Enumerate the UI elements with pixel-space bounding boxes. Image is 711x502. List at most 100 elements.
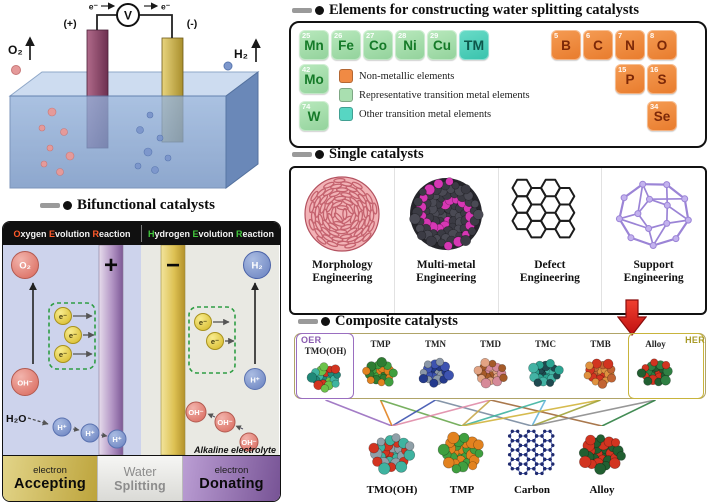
element-number: 29 bbox=[430, 31, 439, 40]
composite-top-structure-TMC bbox=[528, 359, 564, 387]
hydrogen-molecule-label: H₂ bbox=[251, 261, 262, 272]
element-number: 28 bbox=[398, 31, 407, 40]
composite-top-label-TMB: TMB bbox=[590, 339, 611, 349]
electron-right-2: e⁻ bbox=[206, 332, 224, 350]
composite-top-label-TMC: TMC bbox=[535, 339, 556, 349]
composite-bottom-structure-TMO(OH) bbox=[368, 433, 416, 475]
element-number: 74 bbox=[302, 102, 311, 111]
element-symbol: P bbox=[625, 72, 635, 87]
oxygen-gas-label: O₂ bbox=[8, 43, 23, 57]
element-tile-P: 15 P bbox=[615, 64, 645, 94]
element-symbol: S bbox=[657, 72, 667, 87]
composite-bottom-structure-Carbon bbox=[507, 429, 555, 476]
element-symbol: Se bbox=[653, 109, 671, 124]
element-symbol: W bbox=[307, 109, 321, 124]
bifunctional-diagram: + − O₂ e⁻ e⁻ e⁻ OH⁻ H₂O bbox=[3, 245, 279, 455]
legend-item: Other transition metal elements bbox=[339, 107, 491, 121]
electron-label-left: e⁻ bbox=[89, 2, 99, 12]
element-number: 34 bbox=[650, 102, 659, 111]
composite-top-label-TMO(OH): TMO(OH) bbox=[304, 346, 347, 356]
elements-section-header: Elements for constructing water splittin… bbox=[292, 2, 639, 19]
anode-plus-sign: + bbox=[104, 252, 118, 279]
svg-text:e⁻: e⁻ bbox=[211, 337, 219, 346]
hydroxide-right-3: OH⁻ bbox=[239, 432, 259, 452]
electron-left-2: e⁻ bbox=[64, 326, 82, 344]
electrolysis-cell-diagram: V e⁻ e⁻ (+) (-) O₂ H₂ bbox=[8, 2, 261, 189]
electrolyte-label: Alkaline electrolyte bbox=[193, 445, 276, 455]
elements-section-title: Elements for constructing water splittin… bbox=[329, 2, 639, 18]
composite-bottom-label-Carbon: Carbon bbox=[513, 484, 551, 496]
cage-structure-image bbox=[615, 180, 692, 249]
legend-swatch bbox=[339, 69, 353, 83]
water-front-face bbox=[9, 95, 227, 189]
oxygen-molecule-label: O₂ bbox=[19, 261, 31, 272]
oer-label: OER bbox=[301, 335, 322, 345]
single-catalyst-label: Support Engineering bbox=[623, 259, 684, 284]
hydrogen-bubble bbox=[223, 61, 233, 71]
svg-text:e⁻: e⁻ bbox=[199, 318, 207, 327]
hydroxide-migration-arrow bbox=[207, 413, 216, 419]
element-symbol: Ni bbox=[403, 38, 417, 53]
hydroxide-right-1: OH⁻ bbox=[185, 401, 207, 423]
connection-lines bbox=[325, 400, 656, 426]
single-catalyst-label: Morphology Engineering bbox=[312, 259, 373, 284]
svg-text:OH⁻: OH⁻ bbox=[241, 438, 256, 447]
bifunctional-panel: Oxygen Evolution Reaction Hydrogen Evolu… bbox=[2, 221, 281, 502]
composite-bottom-label-TMO(OH): TMO(OH) bbox=[366, 484, 418, 496]
header-line-icon bbox=[298, 319, 318, 324]
single-section-title: Single catalysts bbox=[329, 146, 424, 162]
composite-top-box bbox=[294, 333, 706, 399]
svg-text:H⁺: H⁺ bbox=[57, 423, 66, 432]
cathode-bar bbox=[160, 245, 186, 455]
svg-text:e⁻: e⁻ bbox=[59, 312, 67, 321]
nanoflower-structure-image bbox=[304, 176, 380, 252]
hydrogen-molecule bbox=[243, 251, 271, 279]
header-line-icon bbox=[292, 152, 312, 157]
header-divider bbox=[141, 225, 142, 242]
composite-section-title: Composite catalysts bbox=[335, 313, 458, 329]
element-symbol: Cu bbox=[433, 38, 451, 53]
wire-right bbox=[139, 14, 173, 38]
single-catalysts-box: Morphology Engineering Multi-metal Engineer… bbox=[289, 166, 707, 315]
bifunctional-footer: electron Accepting Water Splitting elect… bbox=[3, 455, 280, 501]
voltmeter bbox=[116, 3, 140, 27]
legend-swatch bbox=[339, 107, 353, 121]
oxygen-molecule bbox=[11, 251, 39, 279]
svg-text:e⁻: e⁻ bbox=[59, 350, 67, 359]
header-dot-icon bbox=[63, 201, 72, 210]
water-split-arrow bbox=[27, 417, 49, 426]
element-number: 7 bbox=[618, 31, 623, 40]
element-symbol: N bbox=[625, 38, 635, 53]
composite-bottom-structure-Alloy bbox=[578, 434, 626, 475]
element-tile-Co: 27 Co bbox=[363, 30, 393, 60]
electron-left-1: e⁻ bbox=[54, 307, 72, 325]
single-catalyst-label: Multi-metal Engineering bbox=[416, 259, 477, 284]
bifunctional-section-title: Bifunctional catalysts bbox=[77, 197, 215, 213]
splitting-label: Splitting bbox=[114, 478, 166, 493]
reaction-header-bar: Oxygen Evolution Reaction Hydrogen Evolu… bbox=[3, 222, 280, 245]
composite-bottom-label-TMP: TMP bbox=[449, 484, 475, 496]
svg-text:OH⁻: OH⁻ bbox=[188, 408, 203, 417]
element-number: 25 bbox=[302, 31, 311, 40]
water-splitting-section: Water Splitting bbox=[97, 456, 183, 501]
electron-group-box-right bbox=[188, 306, 236, 374]
svg-text:H⁺: H⁺ bbox=[250, 376, 259, 385]
hydroxide-right-2: OH⁻ bbox=[214, 411, 236, 433]
composite-top-structure-TMO(OH) bbox=[306, 362, 342, 393]
electron-donating-section: electron Donating bbox=[183, 456, 280, 501]
composite-top-label-Alloy: Alloy bbox=[645, 339, 666, 349]
header-dot-icon bbox=[315, 6, 324, 15]
composite-top-structure-TMP bbox=[362, 356, 398, 387]
bifunctional-section-header: Bifunctional catalysts bbox=[40, 197, 215, 214]
legend-label: Non-metallic elements bbox=[359, 70, 455, 82]
element-symbol: B bbox=[561, 38, 571, 53]
composite-top-label-TMN: TMN bbox=[425, 339, 446, 349]
element-number: 5 bbox=[554, 31, 559, 40]
single-catalyst-item: Multi-metal Engineering bbox=[393, 168, 498, 313]
legend-item: Non-metallic elements bbox=[339, 69, 454, 83]
composite-top-structure-TMD bbox=[473, 357, 508, 389]
her-label: HER bbox=[685, 335, 705, 345]
